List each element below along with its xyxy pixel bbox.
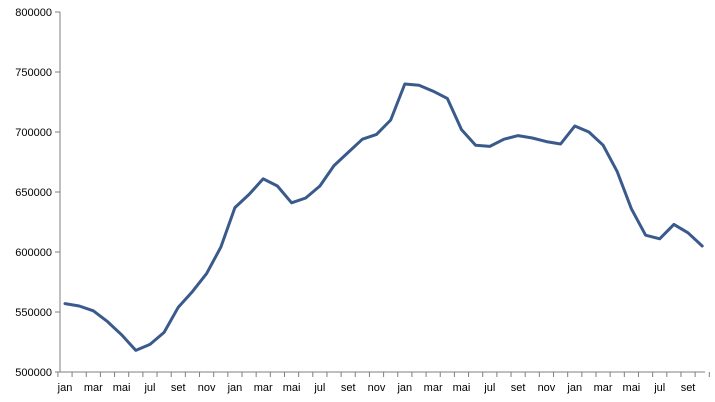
x-tick-label: mai [113, 382, 131, 394]
x-tick-label: set [681, 382, 696, 394]
y-tick-label: 550000 [15, 307, 52, 319]
y-tick-label: 600000 [15, 247, 52, 259]
y-axis: 500000 550000 600000 650000 700000 750000 8000… [15, 7, 61, 379]
x-tick-label: mar [424, 382, 443, 394]
y-tick-label: 700000 [15, 127, 52, 139]
y-tick-label: 750000 [15, 67, 52, 79]
x-tick-label: mar [254, 382, 273, 394]
x-tick-label: mar [594, 382, 613, 394]
x-tick-label: mai [453, 382, 471, 394]
x-tick-label: jan [566, 382, 582, 394]
x-tick-label: jan [227, 382, 243, 394]
series-layer [63, 82, 704, 352]
x-tick-label: nov [368, 382, 386, 394]
x-tick-label: jan [396, 382, 412, 394]
x-tick-label: nov [198, 382, 216, 394]
y-tick-label: 800000 [15, 7, 52, 19]
y-tick-label: 650000 [15, 187, 52, 199]
x-tick-label: nov [538, 382, 556, 394]
x-tick-label: mai [283, 382, 301, 394]
series-line [63, 82, 704, 352]
x-tick-label: jul [653, 382, 665, 394]
x-tick-label: jul [143, 382, 155, 394]
x-tick-label: set [171, 382, 186, 394]
x-axis: jan mar mai jul set nov jan mar mai jul set nov jan m… [57, 371, 710, 394]
x-tick-label: set [511, 382, 526, 394]
x-tick-label: set [341, 382, 356, 394]
x-tick-label: jul [483, 382, 495, 394]
y-tick-label: 500000 [15, 367, 52, 379]
x-tick-label: mai [623, 382, 641, 394]
x-tick-label: jan [57, 382, 73, 394]
x-tick-label: jul [313, 382, 325, 394]
x-tick-label: mar [84, 382, 103, 394]
